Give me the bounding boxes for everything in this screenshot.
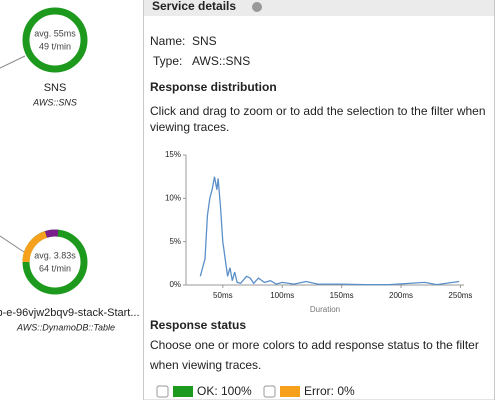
x-tick-label: 100ms (270, 291, 294, 300)
y-tick-label: 0% (169, 280, 181, 289)
x-tick-label: 150ms (330, 291, 354, 300)
name-value: SNS (192, 34, 217, 48)
node-type: AWS::SNS (32, 97, 77, 107)
name-label: Name: (150, 34, 185, 48)
type-value: AWS::SNS (192, 54, 250, 68)
x-axis-label: Duration (310, 305, 340, 314)
node-ring-error (22, 231, 48, 263)
status-swatch (173, 386, 193, 397)
help-text: Click and drag to zoom or to add the sel… (150, 104, 486, 118)
node-avg: avg. 3.83s (34, 250, 76, 260)
edge (0, 55, 26, 69)
node[interactable]: avg. 3.83s 64 t/min b-e-96vjw2bqv9-stack… (0, 229, 140, 332)
edge (0, 235, 25, 253)
node-type: AWS::DynamoDB::Table (16, 322, 115, 332)
section-heading: Response status (150, 318, 246, 332)
node[interactable]: avg. 55ms 49 t/min SNS AWS::SNS (22, 7, 88, 107)
x-tick-label: 200ms (389, 291, 413, 300)
y-tick-label: 5% (169, 237, 181, 246)
x-tick-label: 50ms (213, 291, 233, 300)
help-text: viewing traces. (150, 120, 229, 134)
status-label: Error: 0% (304, 384, 355, 398)
checkbox[interactable] (263, 385, 276, 398)
section-heading: Response distribution (150, 80, 277, 94)
panel-header (144, 0, 494, 16)
line (199, 176, 460, 286)
node-rate: 49 t/min (39, 41, 71, 51)
y-tick-label: 15% (165, 150, 181, 159)
help-icon[interactable] (252, 2, 262, 12)
x-tick-label: 250ms (448, 291, 472, 300)
node-rate: 64 t/min (39, 263, 71, 273)
checkbox[interactable] (156, 385, 169, 398)
help-text: when viewing traces. (149, 358, 261, 372)
y-tick-label: 10% (165, 193, 181, 202)
node-name: SNS (44, 82, 67, 94)
status-swatch (280, 386, 300, 397)
panel-title: Service details (152, 0, 236, 13)
node-name: b-e-96vjw2bqv9-stack-Start... (0, 307, 140, 319)
help-text: Choose one or more colors to add respons… (150, 338, 479, 352)
status-label: OK: 100% (197, 384, 252, 398)
type-label: Type: (153, 54, 182, 68)
node-ring-fault (44, 229, 59, 238)
node-avg: avg. 55ms (34, 28, 76, 38)
node-ring (22, 7, 88, 73)
